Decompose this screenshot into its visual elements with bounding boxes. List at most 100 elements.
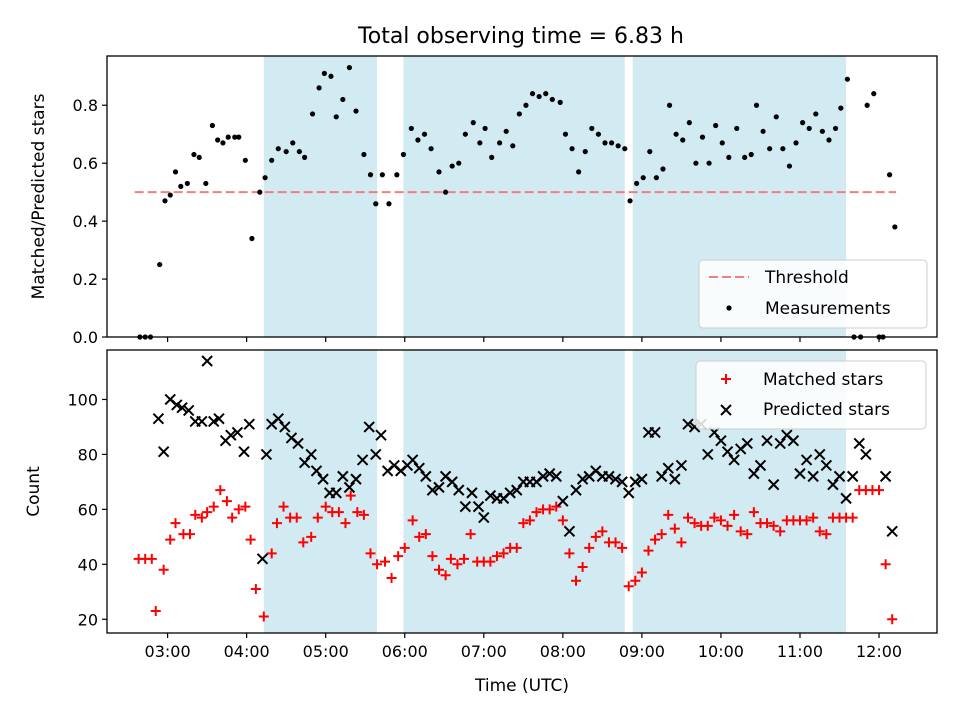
predicted-point	[563, 525, 576, 538]
predicted-point	[649, 426, 661, 439]
legend-predicted-swatch	[720, 404, 732, 416]
measurement-point	[562, 131, 569, 137]
predicted-point	[256, 553, 269, 565]
matched-point	[663, 509, 674, 520]
matched-point	[465, 529, 476, 540]
matched-point	[610, 537, 621, 548]
measurement-point	[373, 201, 379, 207]
series-matched-stars	[133, 485, 898, 625]
predicted-point	[472, 500, 485, 513]
shaded-interval	[403, 56, 625, 337]
predicted-point	[356, 454, 369, 466]
measurement-point	[497, 140, 503, 146]
predicted-point	[363, 421, 375, 433]
matched-point	[584, 542, 595, 553]
matched-point	[258, 611, 269, 622]
predicted-point	[748, 467, 760, 480]
measurement-point	[290, 140, 296, 146]
matched-point	[669, 523, 680, 534]
legend-label: Measurements	[765, 299, 891, 319]
predicted-point	[702, 448, 714, 461]
measurement-point	[225, 134, 231, 140]
matched-point	[196, 512, 207, 523]
legend-measurement-swatch	[726, 305, 732, 311]
matched-point	[399, 542, 410, 553]
measurement-point	[489, 154, 495, 160]
measurement-point	[249, 235, 255, 242]
matched-point	[722, 520, 733, 531]
legend-box	[695, 360, 927, 430]
x-tick-label: 09:00	[619, 642, 665, 661]
matched-point	[511, 542, 522, 553]
predicted-point	[860, 448, 872, 461]
predicted-point	[794, 467, 806, 480]
matched-point	[689, 518, 700, 529]
predicted-point	[609, 473, 622, 485]
matched-point	[298, 537, 309, 548]
x-tick-label: 04:00	[224, 642, 270, 661]
measurement-point	[316, 85, 322, 91]
x-tick-label: 05:00	[303, 642, 349, 661]
axes-frame	[106, 349, 938, 634]
measurement-point	[699, 134, 706, 140]
predicted-point	[420, 470, 432, 483]
y-tick-label: 0.0	[73, 328, 98, 347]
matched-point	[150, 606, 161, 617]
measurement-point	[726, 154, 732, 160]
matched-point	[240, 501, 251, 512]
predicted-point	[433, 481, 445, 494]
predicted-point	[662, 462, 674, 474]
measurement-point	[622, 146, 628, 152]
predicted-point	[413, 462, 425, 474]
predicted-point	[260, 448, 273, 461]
matched-point	[847, 512, 858, 523]
matched-point	[208, 501, 219, 512]
measurement-point	[582, 148, 588, 155]
matched-point	[617, 542, 628, 553]
measurement-point	[236, 134, 242, 140]
measurement-point	[400, 151, 407, 158]
predicted-point	[886, 525, 898, 538]
measurement-point	[394, 172, 400, 178]
predicted-point	[787, 434, 800, 447]
predicted-point	[840, 492, 852, 505]
predicted-point	[550, 470, 562, 483]
measurement-point	[220, 140, 226, 146]
matched-point	[531, 507, 542, 518]
matched-point	[320, 501, 331, 512]
matched-point	[215, 485, 226, 496]
measurement-point	[713, 122, 719, 129]
shaded-interval	[263, 56, 378, 337]
matched-point	[233, 504, 244, 515]
predicted-point	[576, 473, 589, 485]
y-tick-label: 0.4	[73, 212, 98, 231]
matched-point	[702, 520, 713, 531]
predicted-point	[721, 445, 734, 458]
measurement-point	[595, 131, 602, 137]
measurement-point	[806, 125, 812, 132]
predicted-point	[504, 487, 516, 499]
matched-point	[590, 531, 601, 542]
matched-point	[414, 531, 425, 542]
measurement-point	[232, 134, 238, 140]
matched-point	[245, 534, 256, 545]
x-tick-label: 12:00	[856, 642, 902, 661]
matched-point	[801, 515, 812, 526]
matched-point	[742, 529, 753, 540]
measurement-point	[178, 183, 184, 189]
matched-point	[650, 534, 661, 545]
predicted-point	[603, 470, 615, 483]
measurement-point	[196, 154, 202, 160]
measurement-point	[408, 125, 414, 132]
matched-point	[597, 526, 608, 537]
matched-point	[577, 562, 588, 573]
predicted-point	[675, 459, 688, 472]
measurement-point	[660, 166, 666, 172]
predicted-point	[317, 473, 329, 485]
measurement-point	[892, 224, 898, 230]
matched-point	[185, 529, 195, 540]
matched-point	[762, 518, 773, 529]
measurement-point	[536, 93, 542, 100]
measurement-point	[162, 198, 168, 204]
matched-point	[306, 531, 317, 542]
